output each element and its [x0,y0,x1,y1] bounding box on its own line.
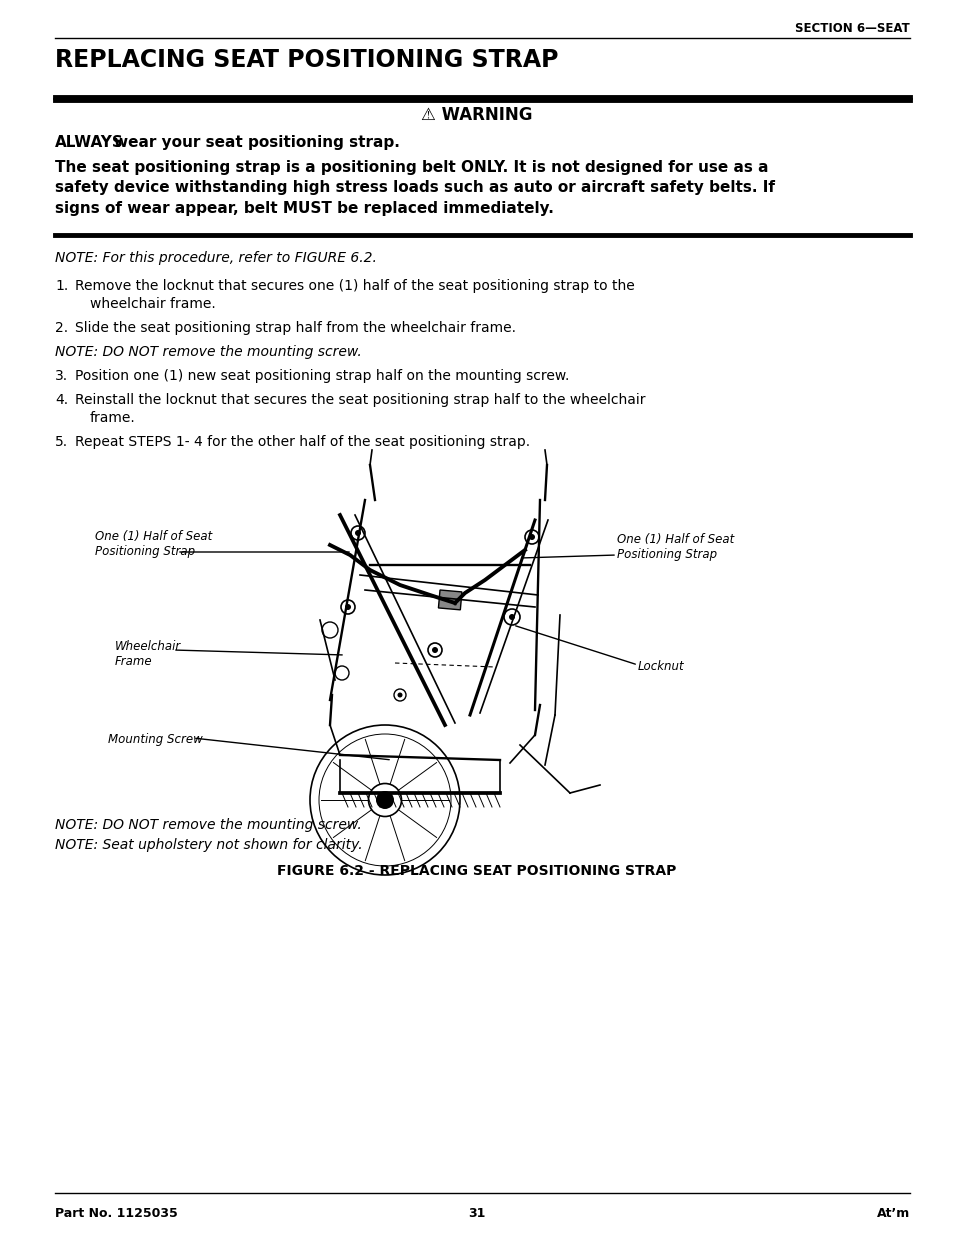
Text: NOTE: Seat upholstery not shown for clarity.: NOTE: Seat upholstery not shown for clar… [55,839,362,852]
Text: One (1) Half of Seat
Positioning Strap: One (1) Half of Seat Positioning Strap [95,530,212,558]
Text: NOTE: DO NOT remove the mounting screw.: NOTE: DO NOT remove the mounting screw. [55,345,361,359]
Text: At’m: At’m [876,1207,909,1220]
Circle shape [529,534,535,540]
Text: Reinstall the locknut that secures the seat positioning strap half to the wheelc: Reinstall the locknut that secures the s… [75,393,645,408]
Text: SECTION 6—SEAT: SECTION 6—SEAT [795,22,909,35]
Text: ALWAYS: ALWAYS [55,135,124,149]
Text: Part No. 1125035: Part No. 1125035 [55,1207,177,1220]
Text: The seat positioning strap is a positioning belt ONLY. It is not designed for us: The seat positioning strap is a position… [55,161,774,216]
Text: 1.: 1. [55,279,69,293]
Circle shape [509,614,515,620]
Text: wear your seat positioning strap.: wear your seat positioning strap. [113,135,399,149]
Text: Slide the seat positioning strap half from the wheelchair frame.: Slide the seat positioning strap half fr… [75,321,516,335]
Text: 31: 31 [468,1207,485,1220]
Text: Wheelchair
Frame: Wheelchair Frame [115,640,181,668]
Bar [438,590,461,610]
Text: 4.: 4. [55,393,68,408]
Text: FIGURE 6.2 - REPLACING SEAT POSITIONING STRAP: FIGURE 6.2 - REPLACING SEAT POSITIONING … [277,864,676,878]
Text: frame.: frame. [90,411,135,425]
Text: ⚠ WARNING: ⚠ WARNING [421,106,532,124]
Text: Repeat STEPS 1- 4 for the other half of the seat positioning strap.: Repeat STEPS 1- 4 for the other half of … [75,435,530,450]
Circle shape [375,790,394,809]
Text: Remove the locknut that secures one (1) half of the seat positioning strap to th: Remove the locknut that secures one (1) … [75,279,634,293]
Text: 2.: 2. [55,321,68,335]
Text: Mounting Screw: Mounting Screw [108,734,203,746]
Circle shape [432,647,437,653]
Text: wheelchair frame.: wheelchair frame. [90,296,215,311]
Text: One (1) Half of Seat
Positioning Strap: One (1) Half of Seat Positioning Strap [617,534,734,561]
Text: Position one (1) new seat positioning strap half on the mounting screw.: Position one (1) new seat positioning st… [75,369,569,383]
Text: 5.: 5. [55,435,68,450]
Text: REPLACING SEAT POSITIONING STRAP: REPLACING SEAT POSITIONING STRAP [55,48,558,72]
Text: NOTE: DO NOT remove the mounting screw.: NOTE: DO NOT remove the mounting screw. [55,818,361,832]
Circle shape [355,530,360,536]
Circle shape [397,693,402,698]
Circle shape [345,604,351,610]
Text: 3.: 3. [55,369,68,383]
Text: NOTE: For this procedure, refer to FIGURE 6.2.: NOTE: For this procedure, refer to FIGUR… [55,251,376,266]
Text: Locknut: Locknut [638,659,684,673]
